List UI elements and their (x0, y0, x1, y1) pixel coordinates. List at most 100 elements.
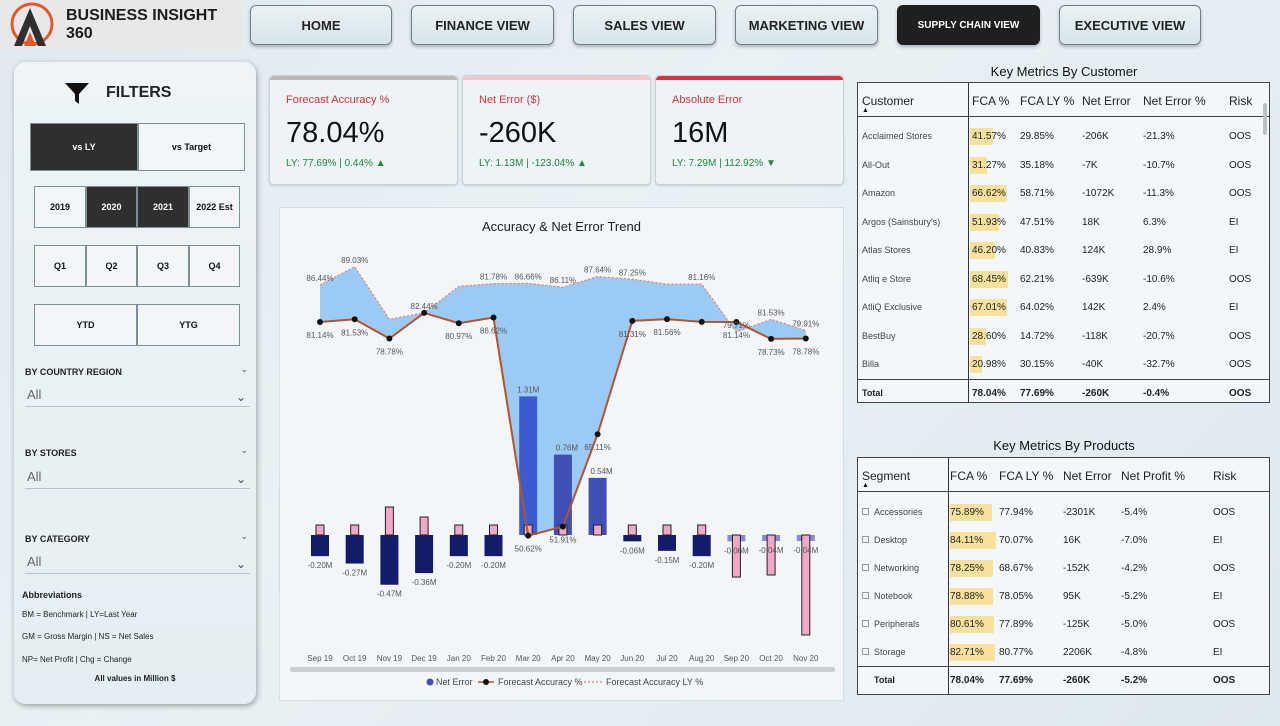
column-header[interactable]: FCA LY % (999, 469, 1054, 483)
chevron-down-icon[interactable]: ⌄ (240, 364, 248, 374)
category-value: All (27, 554, 42, 569)
ly-net-error-bar (801, 534, 811, 636)
column-header[interactable]: Risk (1229, 94, 1253, 108)
expand-icon[interactable] (862, 620, 869, 627)
accuracy-data-label: 81.31% (619, 330, 646, 339)
fca-highlight-bar (970, 185, 1007, 202)
abbreviation-line: GM = Gross Margin | NS = Net Sales (22, 632, 154, 641)
table-row[interactable]: BestBuy 28.60% 14.72% -118K -20.7% OOS (858, 323, 1269, 351)
period-ytd-button[interactable]: YTD (34, 304, 137, 346)
table-row[interactable]: Peripherals 80.61% 77.89% -125K -5.0% OOS (858, 611, 1269, 639)
year-2021-button[interactable]: 2021 (137, 186, 189, 228)
table-cell: 41.57% (972, 131, 1006, 142)
stores-dropdown[interactable]: All ⌄ (25, 467, 250, 489)
quarter-q4-button[interactable]: Q4 (189, 245, 240, 287)
expand-icon[interactable] (862, 592, 869, 599)
x-tick-label: Oct 19 (343, 654, 367, 663)
forecast-accuracy-point (386, 335, 393, 342)
table-row[interactable]: Atlas Stores 46.20% 40.83% 124K 28.9% EI (858, 237, 1269, 265)
total-separator (858, 378, 1269, 380)
nav-home-button[interactable]: HOME (250, 5, 392, 45)
nav-supply-chain-button[interactable]: SUPPLY CHAIN VIEW (897, 5, 1040, 45)
table-row[interactable]: Networking 78.25% 68.67% -152K -4.2% OOS (858, 555, 1269, 583)
column-header[interactable]: FCA % (950, 469, 988, 483)
nav-sales-button[interactable]: SALES VIEW (573, 5, 716, 45)
quarter-q3-button[interactable]: Q3 (137, 245, 189, 287)
column-header[interactable]: Net Profit % (1121, 469, 1186, 483)
net-error-data-label: -0.20M (481, 561, 506, 570)
table-cell: 80.77% (999, 647, 1033, 658)
table-cell: EI (1229, 302, 1239, 313)
expand-icon[interactable] (862, 536, 869, 543)
fca-highlight-bar (950, 616, 994, 633)
table-cell: EI (1213, 535, 1223, 546)
product-metrics-table: Segment FCA % FCA LY % Net Error Net Profit … (857, 457, 1270, 695)
expand-icon[interactable] (862, 648, 869, 655)
table-row[interactable]: Accessories 75.89% 77.94% -2301K -5.4% OOS (858, 499, 1269, 527)
fca-highlight-bar (950, 532, 996, 549)
compare-vs-ly-button[interactable]: vs LY (30, 123, 138, 171)
nav-finance-button[interactable]: FINANCE VIEW (411, 5, 554, 45)
table-cell: Storage (862, 647, 906, 657)
table-cell: OOS (1229, 273, 1252, 285)
table-cell: 78.88% (950, 591, 984, 602)
column-header[interactable]: Net Error (1063, 469, 1112, 483)
total-cell: -5.2% (1121, 675, 1148, 686)
chevron-down-icon[interactable]: ⌄ (240, 531, 248, 541)
trend-up-icon: ▲ (375, 158, 386, 169)
sort-ascending-icon[interactable]: ▲ (862, 482, 869, 489)
column-header[interactable]: Net Error % (1143, 94, 1206, 108)
forecast-accuracy-point (629, 317, 636, 324)
quarter-q2-button[interactable]: Q2 (86, 245, 137, 287)
table-row[interactable]: Notebook 78.88% 78.05% 95K -5.2% EI (858, 583, 1269, 611)
category-dropdown[interactable]: All ⌄ (25, 552, 250, 574)
total-cell: -260K (1063, 675, 1091, 686)
table-cell: OOS (1229, 188, 1252, 199)
table-row[interactable]: All-Out 31.27% 35.18% -7K -10.7% OOS (858, 152, 1269, 180)
accuracy-data-label: 65.11% (584, 443, 611, 452)
sort-ascending-icon[interactable]: ▲ (862, 107, 869, 114)
accuracy-data-label: 81.56% (653, 328, 680, 337)
year-2019-button[interactable]: 2019 (34, 186, 86, 228)
column-header[interactable]: Segment (862, 469, 911, 483)
table-cell: OOS (1229, 159, 1252, 171)
table-row[interactable]: AtliQ Exclusive 67.01% 64.02% 142K 2.4% EI (858, 294, 1269, 322)
country-region-dropdown[interactable]: All ⌄ (25, 385, 250, 407)
table-cell: AtliQ Exclusive (862, 302, 923, 312)
expand-icon[interactable] (862, 564, 869, 571)
year-2020-button[interactable]: 2020 (86, 186, 137, 228)
period-ytg-button[interactable]: YTG (137, 304, 240, 346)
column-header[interactable]: Risk (1213, 469, 1237, 483)
column-header[interactable]: Customer (862, 94, 915, 108)
total-cell: OOS (1229, 387, 1252, 399)
customer-metrics-table: Customer FCA % FCA LY % Net Error Net Error … (857, 82, 1270, 403)
x-tick-label: Sep 19 (307, 654, 333, 663)
expand-icon[interactable] (862, 508, 869, 515)
forecast-accuracy-point (317, 319, 323, 326)
table-row[interactable]: Billa 20.98% 30.15% -40K -32.7% OOS (858, 351, 1269, 379)
compare-vs-target-button[interactable]: vs Target (138, 123, 245, 171)
table-row[interactable]: Argos (Sainsbury's) 51.93% 47.51% 18K 6.3% EI (858, 209, 1269, 237)
accuracy-data-label: 86.62% (480, 327, 507, 336)
nav-marketing-button[interactable]: MARKETING VIEW (735, 5, 878, 45)
table-row[interactable]: Desktop 84.11% 70.07% 16K -7.0% EI (858, 527, 1269, 555)
column-header[interactable]: Net Error (1082, 94, 1131, 108)
table-row[interactable]: Storage 82.71% 80.77% 2206K -4.8% EI (858, 639, 1269, 667)
abbreviation-line: BM = Benchmark | LY=Last Year (22, 610, 138, 619)
table-cell: Atliq e Store (862, 273, 912, 284)
column-header[interactable]: FCA LY % (1020, 94, 1075, 108)
trend-up-icon: ▲ (577, 158, 587, 169)
table-row[interactable]: Amazon 66.62% 58.71% -1072K -11.3% OOS (858, 180, 1269, 208)
table-cell: 77.89% (999, 619, 1033, 630)
quarter-q1-button[interactable]: Q1 (34, 245, 86, 287)
column-header[interactable]: FCA % (972, 94, 1010, 108)
nav-executive-button[interactable]: EXECUTIVE VIEW (1059, 5, 1201, 45)
table-row[interactable]: Acclaimed Stores 41.57% 29.85% -206K -21.3% O… (858, 123, 1269, 151)
accuracy-data-label: 78.78% (792, 348, 819, 357)
chevron-down-icon[interactable]: ⌄ (240, 445, 248, 455)
year-2022-est-button[interactable]: 2022 Est (189, 186, 240, 228)
table-row[interactable]: Atliq e Store 68.45% 62.21% -639K -10.6% OOS (858, 266, 1269, 294)
net-error-data-label: -0.36M (412, 578, 437, 587)
table-scrollbar[interactable] (1263, 103, 1267, 135)
ly-data-label: 79.91% (792, 320, 819, 329)
